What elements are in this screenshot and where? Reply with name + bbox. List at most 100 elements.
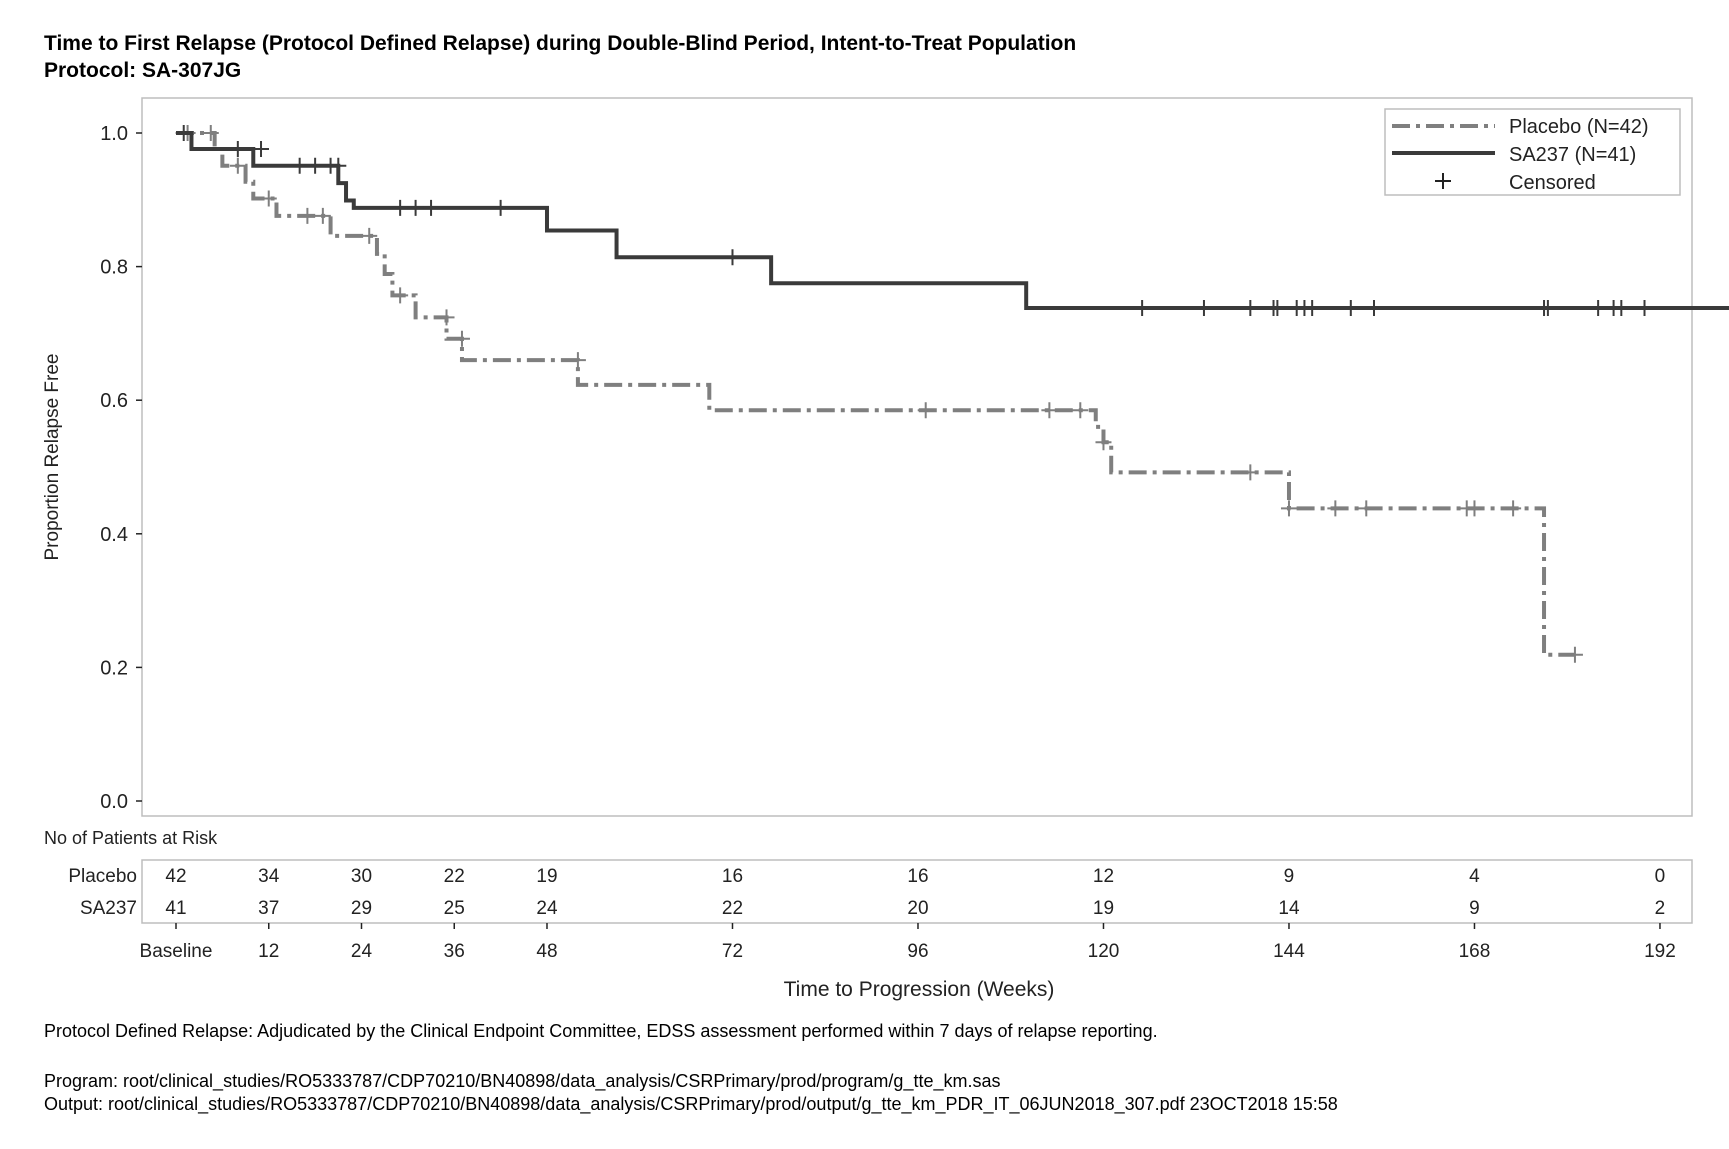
x-tick-label: 72 — [722, 941, 743, 962]
sa237-censor-marker — [1304, 300, 1321, 317]
risk-count: 19 — [1093, 898, 1114, 919]
risk-count: 37 — [258, 898, 279, 919]
legend-entry-placebo: Placebo (N=42) — [1509, 116, 1649, 138]
risk-count: 42 — [165, 866, 186, 887]
x-tick-label: 12 — [258, 941, 279, 962]
x-tick-label: 24 — [351, 941, 373, 962]
chart-title: Time to First Relapse (Protocol Defined … — [44, 30, 1076, 84]
sa237-censor-marker — [1342, 300, 1359, 317]
risk-count: 0 — [1655, 866, 1666, 887]
sa237-censor-marker — [1539, 300, 1556, 317]
sa237-censor-marker — [1365, 300, 1382, 317]
sa237-censor-marker — [423, 199, 440, 216]
risk-count: 19 — [536, 866, 557, 887]
x-axis-label: Time to Progression (Weeks) — [784, 978, 1055, 1001]
placebo-censor-marker — [1072, 402, 1089, 419]
risk-count: 29 — [351, 898, 372, 919]
risk-count: 20 — [907, 898, 928, 919]
y-tick-label: 1.0 — [100, 123, 128, 145]
risk-table-title: No of Patients at Risk — [44, 828, 218, 848]
risk-count: 4 — [1469, 866, 1480, 887]
sa237-censor-marker — [1134, 300, 1151, 317]
x-tick-label: 144 — [1273, 941, 1305, 962]
output-path-note: Output: root/clinical_studies/RO5333787/… — [44, 1094, 1338, 1114]
program-path-note: Program: root/clinical_studies/RO5333787… — [44, 1071, 1001, 1091]
placebo-censor-marker — [569, 352, 586, 369]
sa237-censor-marker — [229, 141, 246, 158]
placebo-censor-marker — [361, 227, 378, 244]
y-tick-label: 0.8 — [100, 257, 128, 279]
x-tick-label: 168 — [1459, 941, 1491, 962]
risk-count: 14 — [1278, 898, 1300, 919]
x-tick-label: 48 — [536, 941, 557, 962]
placebo-censor-marker — [438, 309, 455, 326]
placebo-censor-marker — [1505, 500, 1522, 517]
legend-censor-marker — [1435, 173, 1451, 189]
placebo-censor-marker — [1327, 500, 1344, 517]
risk-count: 2 — [1655, 898, 1666, 919]
placebo-curve — [176, 131, 1575, 657]
risk-count: 16 — [722, 866, 743, 887]
risk-count: 41 — [165, 898, 186, 919]
placebo-censor-marker — [202, 125, 219, 141]
y-tick-label: 0.4 — [100, 524, 128, 546]
sa237-curve — [176, 131, 1729, 311]
sa237-censor-marker — [175, 125, 192, 141]
x-tick-label: 96 — [907, 941, 928, 962]
risk-row-label: SA237 — [80, 898, 137, 919]
plot-frame — [141, 97, 1693, 817]
risk-count: 22 — [722, 898, 743, 919]
sa237-censor-marker — [1590, 300, 1607, 317]
legend-entry-sa237: SA237 (N=41) — [1509, 144, 1636, 166]
placebo-censor-marker — [1566, 646, 1583, 663]
risk-count: 30 — [351, 866, 372, 887]
risk-count: 22 — [444, 866, 465, 887]
sa237-censor-marker — [492, 199, 509, 216]
placebo-censor-marker — [1280, 500, 1297, 517]
y-axis: 0.0 0.2 0.4 0.6 0.8 1.0 — [100, 123, 142, 813]
y-axis-label: Proportion Relapse Free — [42, 354, 63, 561]
series-layer — [175, 125, 1729, 663]
sa237-censor-marker — [1269, 300, 1286, 317]
risk-count: 9 — [1284, 866, 1295, 887]
placebo-censor-marker — [1466, 500, 1483, 517]
sa237-censor-marker — [1636, 300, 1653, 317]
sa237-censor-marker — [407, 199, 424, 216]
risk-table-frame — [141, 859, 1693, 924]
sa237-censor-marker — [253, 141, 270, 158]
sa237-censor-marker — [1242, 300, 1259, 317]
x-tick-label: 120 — [1088, 941, 1120, 962]
placebo-censor-marker — [392, 287, 409, 304]
relapse-definition-note: Protocol Defined Relapse: Adjudicated by… — [44, 1021, 1158, 1041]
risk-count: 12 — [1093, 866, 1114, 887]
risk-count: 16 — [907, 866, 928, 887]
risk-count: 34 — [258, 866, 280, 887]
x-tick-label: 36 — [444, 941, 465, 962]
risk-count: 25 — [444, 898, 465, 919]
x-axis: Baseline122436487296120144168192216 — [140, 923, 1676, 962]
placebo-censor-marker — [314, 207, 331, 224]
sa237-censor-marker — [1613, 300, 1630, 317]
x-tick-label: Baseline — [140, 941, 213, 962]
sa237-censor-marker — [1195, 300, 1212, 317]
sa237-censor-marker — [392, 199, 409, 216]
placebo-censor-marker — [299, 207, 316, 224]
placebo-censor-marker — [1041, 402, 1058, 419]
placebo-censor-marker — [917, 402, 934, 419]
risk-count: 9 — [1469, 898, 1480, 919]
protocol-line: Protocol: SA-307JG — [44, 59, 242, 82]
placebo-censor-marker — [1242, 464, 1259, 481]
x-tick-label: 192 — [1644, 941, 1676, 962]
title-line: Time to First Relapse (Protocol Defined … — [44, 32, 1077, 55]
sa237-censor-marker — [724, 249, 741, 266]
placebo-censor-marker — [260, 190, 277, 207]
placebo-censor-marker — [1095, 434, 1112, 451]
sa237-censor-marker — [291, 157, 308, 174]
y-tick-label: 0.6 — [100, 390, 128, 412]
placebo-censor-marker — [453, 330, 470, 347]
risk-count: 24 — [536, 898, 558, 919]
placebo-censor-marker — [1358, 500, 1375, 517]
legend-entry-censored: Censored — [1509, 172, 1596, 194]
